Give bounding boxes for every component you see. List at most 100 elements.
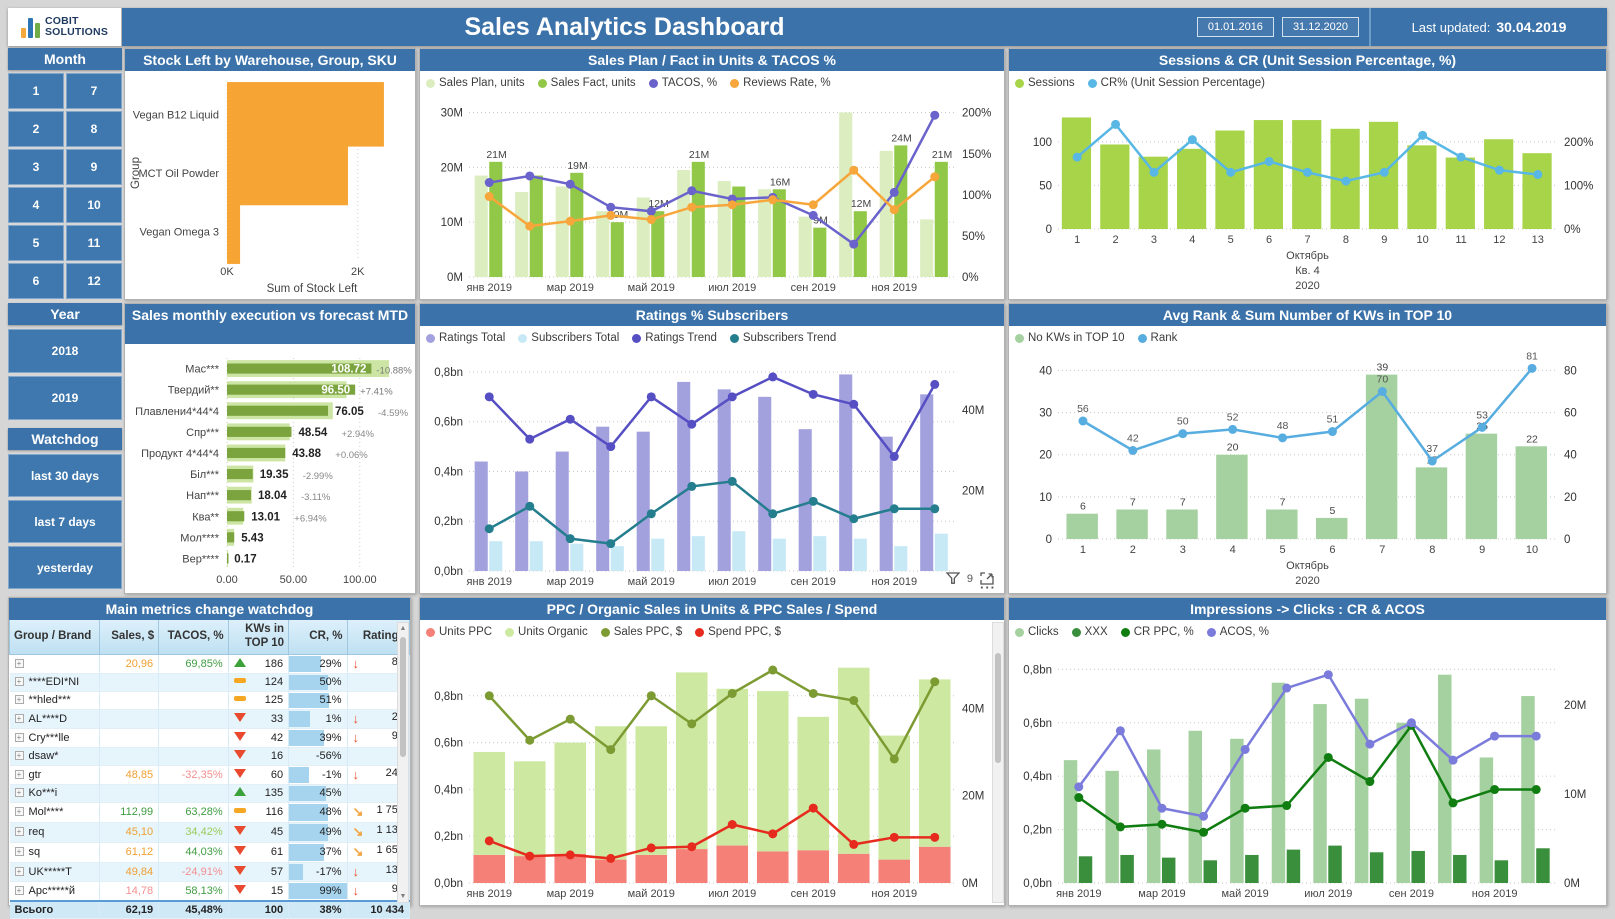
impressions-clicks-chart[interactable]: 0,0bn 0,2bn 0,4bn 0,6bn 0,8bn 0M 10M 20M янв 201… <box>1011 644 1604 903</box>
date-to-input[interactable]: 31.12.2020 <box>1281 17 1359 37</box>
expand-icon[interactable]: + <box>14 847 24 857</box>
kws-cell[interactable]: 135 <box>228 784 290 803</box>
sales-cell[interactable]: 49,84 <box>99 862 160 882</box>
sales-cell[interactable]: 45,10 <box>99 822 160 843</box>
legend-item[interactable]: Ratings Trend <box>632 332 717 344</box>
legend-item[interactable]: Ratings Total <box>426 332 505 344</box>
sales-cell[interactable] <box>99 747 160 766</box>
table-row[interactable]: + ****EDI*NI 124 50% <box>9 673 411 692</box>
sales-cell[interactable] <box>99 691 160 710</box>
sales-cell[interactable] <box>99 673 160 692</box>
ratings-subscribers-chart[interactable]: 0,0bn 0,2bn 0,4bn 0,6bn 0,8bn 20M 40M янв 2019 м… <box>422 350 1002 591</box>
sales-cell[interactable]: 48,85 <box>99 765 160 785</box>
sales-mtd-chart[interactable]: 0.00 50.00 100.00 Мас*** 108.72 -10.88% Тверди… <box>127 348 413 591</box>
cr-cell[interactable]: 50% <box>288 673 348 692</box>
month-button-7[interactable]: 7 <box>66 73 122 109</box>
legend-item[interactable]: Sales Plan, units <box>426 77 525 89</box>
tacos-cell[interactable] <box>158 784 229 803</box>
kws-cell[interactable]: 60 <box>228 765 290 785</box>
more-options-icon[interactable]: ··· <box>980 580 996 595</box>
legend-item[interactable]: CR PPC, % <box>1120 626 1194 638</box>
kws-cell[interactable]: 15 <box>228 881 290 901</box>
kws-cell[interactable]: 186 <box>228 654 290 674</box>
brand-cell[interactable]: + Cry***lle <box>9 728 100 748</box>
watchdog-button-last-30-days[interactable]: last 30 days <box>8 454 122 497</box>
table-row[interactable]: + UK*****T 49,84 -24,91% 57 -17% ↓ 138 <box>9 862 411 882</box>
brand-cell[interactable]: + AL****D <box>9 709 100 729</box>
month-button-8[interactable]: 8 <box>66 111 122 147</box>
watchdog-button-last-7-days[interactable]: last 7 days <box>8 500 122 543</box>
cr-cell[interactable]: 1% <box>288 709 348 729</box>
legend-item[interactable]: Spend PPC, $ <box>695 626 781 638</box>
cr-cell[interactable]: 49% <box>288 822 348 843</box>
table-row[interactable]: + Mol**** 112,99 63,28% 116 48% ↘ 1 754 <box>9 802 411 823</box>
expand-icon[interactable]: + <box>14 807 24 817</box>
sales-cell[interactable]: 14,78 <box>99 881 160 901</box>
table-row[interactable]: + **hled*** 125 51% <box>9 691 411 710</box>
table-row[interactable]: + dsaw* 16 -56% <box>9 747 411 766</box>
expand-icon[interactable]: + <box>14 827 24 837</box>
kws-cell[interactable]: 42 <box>228 728 290 748</box>
legend-item[interactable]: Reviews Rate, % <box>730 77 831 89</box>
expand-icon[interactable]: + <box>14 677 24 687</box>
legend-item[interactable]: XXX <box>1071 626 1108 638</box>
cr-cell[interactable]: 29% <box>288 654 348 674</box>
cr-cell[interactable]: -56% <box>288 747 348 766</box>
cr-cell[interactable]: 39% <box>288 728 348 748</box>
legend-item[interactable]: Clicks <box>1015 626 1059 638</box>
tacos-cell[interactable]: 58,13% <box>158 881 229 901</box>
ratings-cell[interactable]: ↓ 138 <box>347 862 411 882</box>
legend-item[interactable]: Subscribers Trend <box>729 332 836 344</box>
legend-item[interactable]: CR% (Unit Session Percentage) <box>1087 77 1265 89</box>
stock-left-chart[interactable]: 0K 2K Vegan B12 Liquid MCT Oil Powder Vegan … <box>127 75 413 297</box>
legend-item[interactable]: No KWs in TOP 10 <box>1015 332 1125 344</box>
tacos-cell[interactable]: 34,42% <box>158 822 229 843</box>
brand-cell[interactable]: + sq <box>9 842 100 863</box>
kws-cell[interactable]: 45 <box>228 822 290 843</box>
legend-item[interactable]: Subscribers Total <box>518 332 619 344</box>
legend-item[interactable]: Units Organic <box>505 626 588 638</box>
month-button-5[interactable]: 5 <box>8 225 64 261</box>
tacos-cell[interactable]: -32,35% <box>158 765 229 785</box>
brand-cell[interactable]: + Mol**** <box>9 802 100 823</box>
year-button-2019[interactable]: 2019 <box>8 376 122 420</box>
watchdog-button-yesterday[interactable]: yesterday <box>8 546 122 589</box>
scroll-up-icon[interactable]: ▲ <box>399 625 407 632</box>
filter-icon[interactable] <box>945 572 960 585</box>
expand-icon[interactable]: + <box>14 866 24 876</box>
month-button-9[interactable]: 9 <box>66 149 122 185</box>
expand-icon[interactable]: + <box>14 769 24 779</box>
kws-cell[interactable]: 116 <box>228 802 290 823</box>
tacos-cell[interactable] <box>158 673 229 692</box>
sales-cell[interactable]: 112,99 <box>99 802 160 823</box>
expand-icon[interactable]: + <box>14 695 24 705</box>
month-button-6[interactable]: 6 <box>8 263 64 299</box>
cr-cell[interactable]: 45% <box>288 784 348 803</box>
expand-icon[interactable]: + <box>14 885 24 895</box>
month-button-11[interactable]: 11 <box>66 225 122 261</box>
column-header-cr-[interactable]: CR, % <box>288 620 348 655</box>
brand-cell[interactable]: + req <box>9 822 100 843</box>
sales-plan-chart[interactable]: 0M 10M 20M 30M 0% 50% 100% 150% 200% 21M 19M 10M 12M… <box>422 95 1002 297</box>
expand-icon[interactable]: + <box>14 658 24 668</box>
table-row[interactable]: + req 45,10 34,42% 45 49% ↘ 1 134 <box>9 822 411 843</box>
legend-item[interactable]: TACOS, % <box>648 77 717 89</box>
tacos-cell[interactable] <box>158 691 229 710</box>
sales-cell[interactable]: 20,96 <box>99 654 160 674</box>
avg-rank-chart[interactable]: 0102030400204060806772075391725225642505… <box>1011 350 1604 591</box>
brand-cell[interactable]: + Арс*****й <box>9 881 100 901</box>
expand-icon[interactable]: + <box>14 751 24 761</box>
legend-item[interactable]: Sales Fact, units <box>537 77 636 89</box>
cr-cell[interactable]: 51% <box>288 691 348 710</box>
tacos-cell[interactable] <box>158 747 229 766</box>
column-header-kws-in-top-10[interactable]: KWs in TOP 10 <box>227 620 290 655</box>
expand-icon[interactable]: + <box>14 713 24 723</box>
ppc-organic-chart[interactable]: 0,0bn 0,2bn 0,4bn 0,6bn 0,8bn 0M 20M 40M янв 201… <box>422 644 1002 903</box>
table-row[interactable]: + sq 61,12 44,03% 61 37% ↘ 1 652 <box>9 842 411 863</box>
kws-cell[interactable]: 61 <box>228 842 290 863</box>
column-header-group-brand[interactable]: Group / Brand <box>9 620 100 655</box>
sessions-cr-chart[interactable]: 0 50 100 0% 100% 200% 1 2 3 4 5 6 7 8 9 10 11 12 13 Октябрь… <box>1011 95 1604 297</box>
legend-item[interactable]: Units PPC <box>426 626 492 638</box>
kws-cell[interactable]: 124 <box>228 673 290 692</box>
brand-cell[interactable]: + ****EDI*NI <box>9 673 100 692</box>
